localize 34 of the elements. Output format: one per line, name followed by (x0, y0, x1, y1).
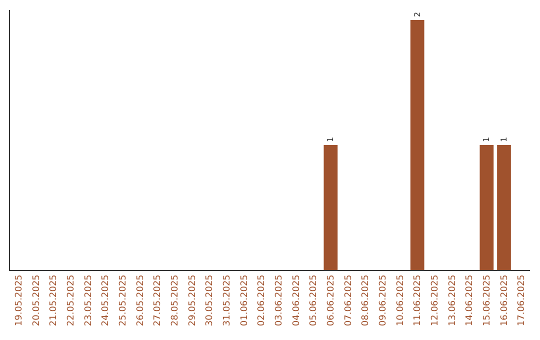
x-tick-label: 20.05.2025 (32, 274, 42, 326)
data-label: 1 (500, 136, 508, 142)
x-tick-label: 06.06.2025 (326, 274, 337, 326)
x-tick-label: 14.06.2025 (465, 274, 476, 326)
x-tick-label: 27.05.2025 (153, 274, 164, 326)
data-label: 1 (326, 136, 336, 142)
x-tick-label: 13.06.2025 (448, 274, 458, 326)
x-tick-label: 22.05.2025 (66, 274, 77, 326)
x-tick-label: 11.06.2025 (413, 274, 424, 326)
x-tick-label: 07.06.2025 (344, 274, 354, 326)
x-tick-label: 15.06.2025 (482, 274, 493, 326)
x-tick-label: 16.06.2025 (500, 274, 510, 326)
data-label: 2 (412, 12, 422, 17)
x-tick-label: 28.05.2025 (170, 274, 181, 326)
x-tick-label: 29.05.2025 (188, 274, 198, 326)
x-tick-label: 21.05.2025 (49, 274, 60, 326)
x-tick-label: 05.06.2025 (309, 274, 320, 326)
x-tick-label: 24.05.2025 (101, 274, 112, 326)
x-tick-label: 17.06.2025 (517, 274, 528, 326)
x-tick-label: 23.05.2025 (84, 274, 94, 326)
x-tick-label: 01.06.2025 (240, 274, 250, 326)
x-tick-label: 30.05.2025 (205, 274, 216, 326)
x-tick-label: 04.06.2025 (292, 274, 302, 326)
x-tick-label: 02.06.2025 (257, 274, 268, 326)
x-tick-label: 08.06.2025 (361, 274, 372, 326)
x-tick-label: 26.05.2025 (136, 274, 146, 326)
x-tick-label: 03.06.2025 (274, 274, 285, 326)
x-tick-label: 25.05.2025 (118, 274, 129, 326)
x-tick-label: 10.06.2025 (396, 274, 406, 326)
x-tick-label: 09.06.2025 (378, 274, 389, 326)
x-tick-label: 19.05.2025 (14, 274, 25, 326)
x-tick-label: 31.05.2025 (222, 274, 233, 326)
x-tick-label: 12.06.2025 (430, 274, 441, 326)
data-label: 1 (482, 136, 492, 142)
